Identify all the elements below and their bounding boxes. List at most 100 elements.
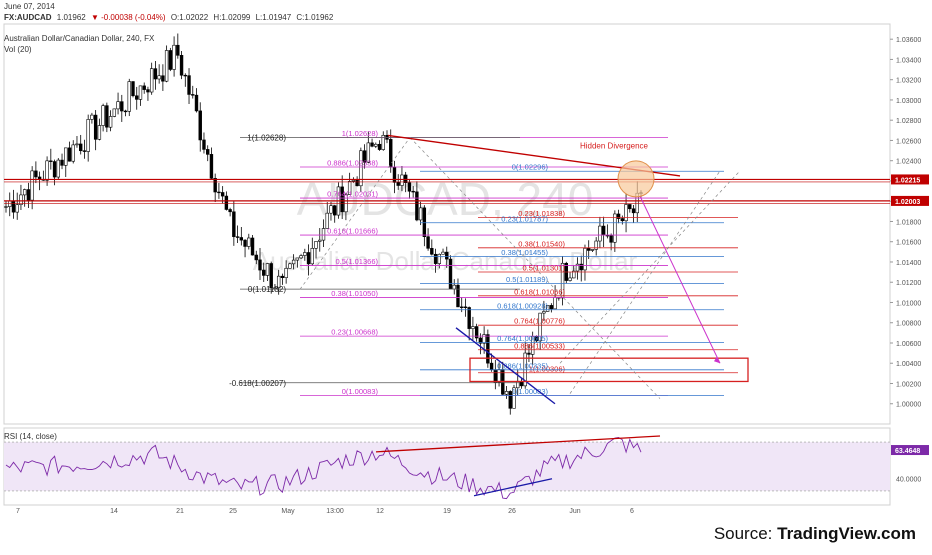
candle-body bbox=[202, 139, 206, 150]
candle-body bbox=[594, 240, 598, 250]
candle-body bbox=[82, 150, 87, 152]
fib-level-label: 0.23(1.00668) bbox=[331, 328, 378, 337]
candle-body bbox=[553, 297, 557, 310]
candle-body bbox=[71, 144, 75, 162]
candle-body bbox=[347, 181, 352, 195]
candle-body bbox=[609, 235, 613, 243]
candle-body bbox=[400, 174, 404, 186]
candle-body bbox=[351, 179, 356, 182]
candle-body bbox=[220, 192, 225, 197]
candle-body bbox=[149, 68, 154, 93]
candle-body bbox=[79, 143, 83, 152]
dashed-trend bbox=[409, 137, 661, 399]
y-tick-label: 1.00000 bbox=[896, 402, 921, 409]
candle-body bbox=[288, 263, 292, 269]
price-pane bbox=[3, 23, 891, 425]
candle-body bbox=[45, 160, 49, 181]
candle-body bbox=[329, 205, 333, 214]
x-tick-label: May bbox=[281, 508, 295, 515]
fib-level-label: 0.23(1.01838) bbox=[518, 209, 565, 218]
x-tick-label: 7 bbox=[16, 508, 20, 515]
fib-level-label: 0.764(1.02031) bbox=[327, 190, 378, 199]
rsi-y-tick-label: 40.0000 bbox=[896, 477, 921, 484]
candle-body bbox=[407, 182, 412, 192]
y-tick-label: 1.00200 bbox=[896, 381, 921, 388]
candle-body bbox=[295, 257, 300, 261]
candle-body bbox=[624, 204, 628, 222]
chart-title: Australian Dollar/Canadian Dollar, 240, … bbox=[4, 34, 155, 43]
candle-body bbox=[64, 147, 68, 166]
divergence-label: Hidden Divergence bbox=[580, 142, 649, 151]
fib-level-label: 0.886(1.00335) bbox=[497, 361, 548, 370]
candle-body bbox=[508, 391, 512, 409]
candle-body bbox=[463, 306, 468, 308]
support-zone-box bbox=[469, 357, 749, 383]
candle-body bbox=[90, 114, 94, 120]
candle-body bbox=[598, 225, 602, 242]
candle-body bbox=[321, 228, 326, 241]
candle-body bbox=[213, 178, 217, 193]
y-tick-label: 1.01200 bbox=[896, 280, 921, 287]
candle-body bbox=[411, 190, 415, 193]
x-tick-label: 19 bbox=[443, 508, 451, 515]
candle-body bbox=[30, 170, 34, 201]
candle-body bbox=[306, 252, 311, 265]
candle-body bbox=[497, 369, 501, 383]
candle-body bbox=[280, 275, 285, 279]
candle-body bbox=[34, 170, 38, 178]
candles bbox=[4, 33, 643, 415]
candle-body bbox=[620, 218, 625, 222]
projection-arrow bbox=[639, 195, 721, 364]
candle-body bbox=[168, 50, 173, 70]
y-tick-label: 1.01800 bbox=[896, 219, 921, 226]
candle-body bbox=[325, 212, 329, 229]
candle-body bbox=[299, 255, 303, 259]
candle-body bbox=[441, 251, 445, 255]
candle-body bbox=[254, 254, 258, 261]
x-tick-label: 13:00 bbox=[326, 508, 344, 515]
y-tick-label: 1.03600 bbox=[896, 37, 921, 44]
candle-body bbox=[474, 326, 479, 339]
y-tick-label: 1.00400 bbox=[896, 361, 921, 368]
candle-body bbox=[452, 284, 456, 290]
last-price: 1.01962 bbox=[56, 13, 86, 22]
rsi-band bbox=[4, 442, 890, 491]
price-change: ▼ -0.00038 (-0.04%) bbox=[90, 13, 166, 22]
candle-body bbox=[97, 125, 102, 140]
candle-body bbox=[86, 119, 90, 152]
candle-body bbox=[422, 207, 427, 237]
fib-level-label: 1(1.00306) bbox=[529, 364, 566, 373]
candle-body bbox=[355, 179, 359, 187]
candle-body bbox=[52, 161, 57, 178]
fib-level-label: 0.618(1.01066) bbox=[514, 287, 565, 296]
candle-body bbox=[433, 253, 438, 264]
candle-body bbox=[157, 75, 161, 80]
candle-body bbox=[120, 101, 124, 112]
candle-body bbox=[239, 237, 244, 241]
candle-body bbox=[403, 174, 408, 183]
candle-body bbox=[392, 166, 397, 183]
watermark-name: Australian Dollar/Canadian Dollar bbox=[253, 246, 638, 276]
candle-body bbox=[116, 101, 120, 110]
candle-body bbox=[359, 150, 363, 187]
fib-level-label: 0.5(1.01189) bbox=[506, 275, 548, 284]
fib-anchor-label: 0(1.01132) bbox=[248, 285, 286, 294]
candle-body bbox=[583, 248, 587, 271]
rsi-trend-blue bbox=[473, 478, 553, 497]
fib-level-label: 0.38(1.01050) bbox=[331, 289, 378, 298]
candle-body bbox=[276, 275, 281, 289]
y-tick-label: 1.03400 bbox=[896, 57, 921, 64]
y-tick-label: 1.00800 bbox=[896, 321, 921, 328]
candle-body bbox=[628, 204, 632, 210]
x-tick-label: 21 bbox=[176, 508, 184, 515]
candle-body bbox=[489, 362, 494, 370]
candle-body bbox=[247, 237, 251, 247]
y-tick-label: 1.03200 bbox=[896, 78, 921, 85]
candle-body bbox=[164, 50, 169, 82]
x-tick-label: Jun bbox=[569, 508, 580, 515]
candle-body bbox=[228, 209, 232, 213]
candle-body bbox=[123, 110, 128, 113]
candle-body bbox=[437, 253, 441, 264]
fib-level-label: 1(1.00083) bbox=[512, 387, 549, 396]
